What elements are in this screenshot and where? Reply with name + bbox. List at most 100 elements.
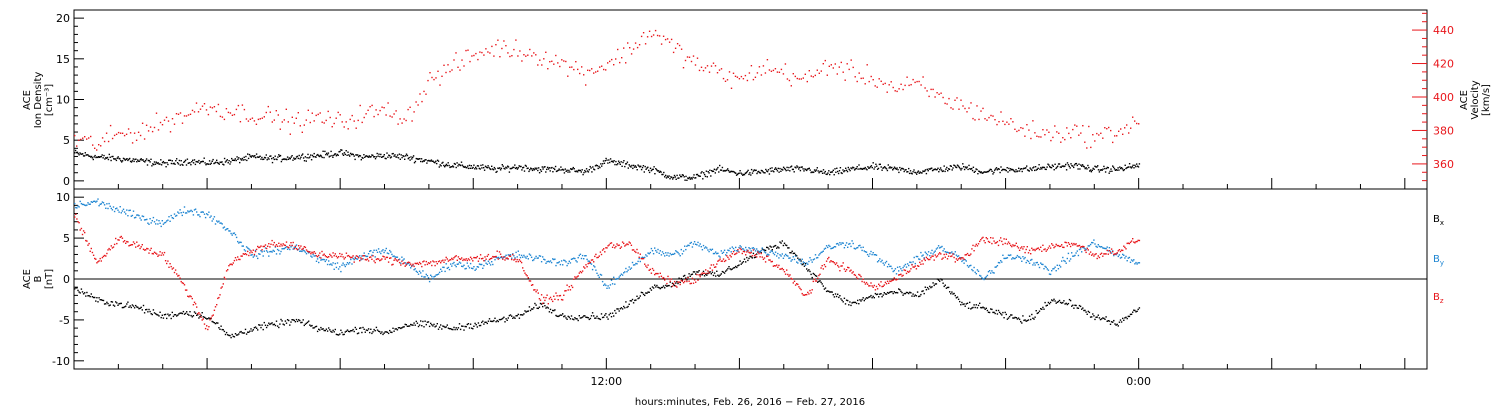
by-point: [1073, 255, 1075, 257]
bx-point: [780, 242, 782, 244]
by-point: [794, 255, 797, 257]
bz-point: [451, 257, 453, 260]
bx-point: [1025, 320, 1027, 322]
bz-point: [672, 283, 675, 285]
density-point: [830, 171, 833, 173]
density-point: [1122, 169, 1125, 172]
bz-point: [264, 244, 267, 246]
velocity-point: [822, 63, 824, 65]
by-point: [686, 245, 688, 247]
bz-point: [1096, 257, 1098, 260]
by-point: [335, 266, 338, 269]
density-point: [636, 169, 638, 171]
bx-point: [113, 305, 116, 307]
by-point: [827, 246, 829, 249]
bx-point: [764, 249, 767, 252]
velocity-point: [884, 82, 886, 85]
velocity-point: [82, 137, 84, 139]
by-point: [88, 203, 90, 205]
bx-point: [362, 326, 364, 329]
bx-point: [219, 328, 221, 330]
velocity-point: [760, 74, 763, 76]
density-point: [432, 160, 434, 162]
density-point: [795, 167, 797, 169]
bz-point: [547, 303, 549, 305]
bx-point: [229, 334, 231, 337]
bz-point: [148, 252, 150, 254]
velocity-point: [395, 110, 397, 112]
velocity-point: [253, 120, 256, 122]
density-point: [279, 154, 282, 157]
density-point: [668, 175, 670, 177]
by-point: [485, 262, 487, 264]
bx-point: [675, 282, 677, 284]
by-point: [366, 255, 369, 258]
density-point: [149, 161, 151, 163]
velocity-point: [193, 111, 196, 113]
by-point: [301, 250, 303, 253]
by-point: [587, 260, 589, 262]
bx-point: [135, 304, 137, 307]
density-point: [406, 154, 409, 157]
legend-bx-subscript: x: [1440, 219, 1444, 227]
by-point: [737, 250, 739, 252]
bz-point: [754, 254, 757, 256]
by-point: [424, 276, 426, 278]
bz-point: [106, 252, 108, 255]
density-point: [388, 154, 390, 156]
density-point: [189, 162, 191, 164]
bx-point: [398, 327, 401, 329]
density-point: [356, 154, 358, 156]
density-point: [1096, 166, 1098, 168]
by-point: [1075, 252, 1077, 254]
bx-point: [1100, 318, 1103, 320]
density-point: [94, 154, 96, 157]
density-point: [323, 156, 325, 159]
velocity-point: [1048, 131, 1050, 133]
bz-point: [881, 285, 883, 288]
bx-point: [325, 328, 328, 330]
velocity-point: [834, 63, 836, 65]
bz-point: [796, 283, 798, 285]
velocity-point: [399, 118, 401, 120]
density-point: [414, 160, 417, 163]
bz-point: [213, 309, 216, 311]
bx-point: [784, 244, 787, 246]
by-point: [352, 257, 354, 260]
bx-point: [876, 293, 879, 295]
bx-point: [609, 312, 612, 315]
density-point: [1089, 169, 1092, 171]
bz-point: [728, 258, 730, 260]
bx-point: [222, 329, 224, 331]
density-point: [521, 169, 523, 171]
by-point: [1097, 244, 1099, 246]
by-point: [468, 267, 471, 269]
bz-point: [861, 280, 863, 283]
bx-point: [491, 320, 493, 323]
bz-point: [234, 257, 237, 259]
bz-point: [248, 254, 250, 257]
bx-point: [557, 315, 559, 318]
density-point: [397, 157, 400, 159]
by-point: [909, 261, 911, 263]
bz-point: [620, 246, 623, 248]
by-point: [435, 274, 437, 276]
density-point: [99, 156, 102, 158]
bz-point: [254, 250, 257, 253]
bz-point: [868, 285, 870, 287]
bz-point: [1071, 242, 1073, 245]
bz-point: [864, 283, 867, 285]
bz-point: [387, 261, 390, 263]
velocity-point: [241, 104, 244, 106]
density-point: [1089, 170, 1091, 172]
by-point: [970, 264, 972, 267]
velocity-point: [718, 69, 721, 71]
bx-point: [735, 265, 737, 268]
bx-point: [596, 315, 598, 318]
bx-point: [884, 293, 887, 295]
bz-point: [1041, 250, 1043, 252]
by-point: [1028, 262, 1031, 264]
bx-point: [432, 325, 434, 327]
by-point: [919, 258, 921, 261]
bx-point: [864, 298, 867, 300]
